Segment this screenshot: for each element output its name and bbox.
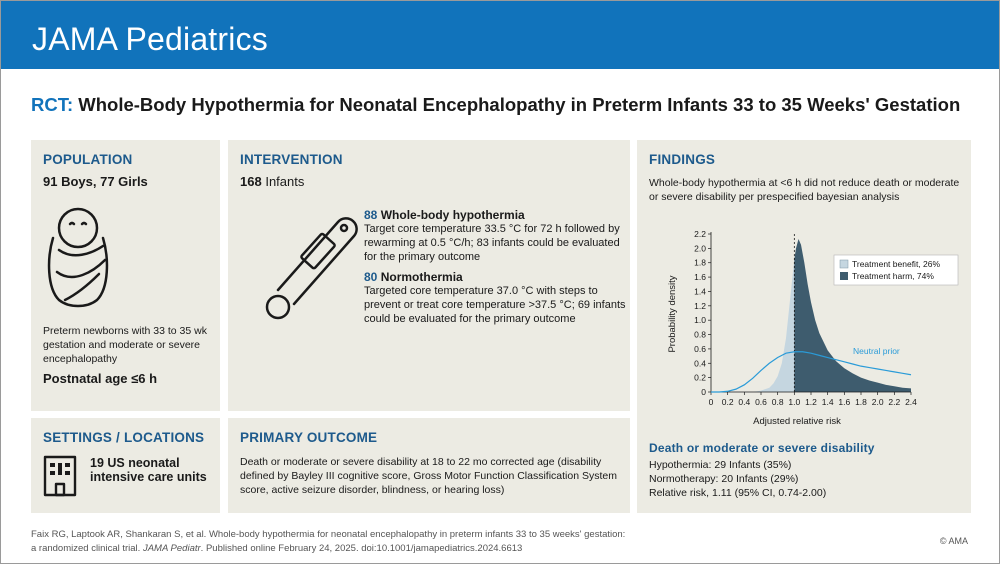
legend-benefit-label: Treatment benefit, 26% — [852, 259, 940, 269]
posterior-distribution-chart: 0 0.2 0.4 0.6 0.8 1.0 1.2 1.4 1.6 1.8 2.0 2.2 0 0.2 0.… — [667, 229, 959, 427]
y-tick-label: 0.2 — [694, 373, 706, 383]
y-tick-label: 1.6 — [694, 272, 706, 282]
legend-swatch-harm — [840, 272, 848, 280]
x-tick-label: 0.4 — [738, 397, 750, 407]
y-axis-label: Probability density — [667, 275, 678, 352]
y-tick-label: 0.6 — [694, 344, 706, 354]
arm-normothermia-desc: Targeted core temperature 37.0 °C with s… — [364, 285, 626, 325]
y-tick-label: 1.4 — [694, 286, 706, 296]
y-tick-label: 2.2 — [694, 229, 706, 239]
arm-normothermia-title: 80 Normothermia — [364, 270, 626, 284]
primary-outcome-heading: PRIMARY OUTCOME — [240, 430, 378, 445]
findings-panel: FINDINGS Whole-body hypothermia at <6 h … — [637, 140, 971, 513]
x-axis-label: Adjusted relative risk — [753, 416, 841, 427]
title-prefix: RCT: — [31, 94, 74, 115]
journal-name: JAMA Pediatrics — [32, 21, 268, 57]
intervention-heading: INTERVENTION — [240, 152, 343, 167]
chart-legend: Treatment benefit, 26% Treatment harm, 7… — [833, 254, 959, 286]
x-tick-label: 0.2 — [722, 397, 734, 407]
findings-result-hypothermia: Hypothermia: 29 Infants (35%) — [649, 459, 792, 471]
citation-line-2-post: . Published online February 24, 2025. do… — [200, 543, 523, 554]
settings-text: 19 US neonatal intensive care units — [90, 456, 207, 484]
x-tick-label: 2.4 — [905, 397, 917, 407]
page-title: RCT: Whole-Body Hypothermia for Neonatal… — [31, 94, 960, 116]
primary-outcome-panel: PRIMARY OUTCOME Death or moderate or sev… — [228, 418, 630, 513]
y-tick-label: 0 — [701, 387, 706, 397]
y-tick-label: 1.2 — [694, 301, 706, 311]
findings-result-relative-risk: Relative risk, 1.11 (95% CI, 0.74-2.00) — [649, 487, 827, 499]
prior-curve — [711, 351, 912, 393]
x-tick-label: 0.8 — [772, 397, 784, 407]
legend-swatch-benefit — [839, 259, 849, 269]
citation: Faix RG, Laptook AR, Shankaran S, et al.… — [31, 528, 625, 556]
y-tick-label: 0.4 — [694, 358, 706, 368]
population-age: Postnatal age ≤6 h — [43, 371, 158, 386]
population-counts: 91 Boys, 77 Girls — [43, 174, 148, 189]
x-tick-label: 0 — [709, 397, 714, 407]
citation-line-2-pre: a randomized clinical trial. — [31, 543, 141, 554]
intervention-total-num: 168 — [240, 174, 262, 189]
findings-outcome-heading: Death or moderate or severe disability — [649, 441, 875, 455]
settings-panel: SETTINGS / LOCATIONS 19 US neonatal inte… — [31, 418, 220, 513]
legend-harm-label: Treatment harm, 74% — [852, 271, 934, 281]
arm-hypothermia-num: 88 — [364, 208, 378, 222]
population-heading: POPULATION — [43, 152, 133, 167]
settings-heading: SETTINGS / LOCATIONS — [43, 430, 205, 445]
population-description: Preterm newborns with 33 to 35 wk gestat… — [43, 325, 207, 365]
prior-label: Neutral prior — [853, 346, 900, 356]
primary-outcome-text: Death or moderate or severe disability a… — [240, 456, 617, 496]
intervention-total: 168 Infants — [240, 174, 304, 189]
arm-normothermia-num: 80 — [364, 270, 378, 284]
intervention-arms: 88 Whole-body hypothermia Target core te… — [364, 208, 626, 326]
y-tick-label: 1.8 — [694, 258, 706, 268]
population-panel: POPULATION 91 Boys, 77 Girls Preterm new… — [31, 140, 220, 411]
swaddled-infant-icon — [47, 207, 109, 308]
findings-summary: Whole-body hypothermia at <6 h did not r… — [649, 177, 960, 203]
x-tick-label: 2.0 — [872, 397, 884, 407]
arm-normothermia-name: Normothermia — [380, 270, 463, 284]
findings-heading: FINDINGS — [649, 152, 716, 167]
thermometer-icon — [265, 217, 358, 320]
x-tick-label: 0.6 — [755, 397, 767, 407]
x-tick-label: 1.6 — [838, 397, 850, 407]
citation-line-2: a randomized clinical trial. JAMA Pediat… — [31, 542, 625, 556]
arm-hypothermia-desc: Target core temperature 33.5 °C for 72 h… — [364, 223, 620, 263]
title-text: Whole-Body Hypothermia for Neonatal Ence… — [78, 94, 961, 115]
x-tick-label: 1.0 — [788, 397, 800, 407]
arm-hypothermia-title: 88 Whole-body hypothermia — [364, 208, 626, 222]
x-tick-label: 1.8 — [855, 397, 867, 407]
x-tick-label: 2.2 — [888, 397, 900, 407]
hospital-building-icon — [43, 455, 77, 497]
benefit-area — [752, 259, 795, 392]
journal-banner: JAMA Pediatrics — [1, 1, 999, 69]
y-tick-label: 2.0 — [694, 243, 706, 253]
intervention-panel: INTERVENTION 168 Infants 88 Whole-body h… — [228, 140, 630, 411]
findings-result-normothermia: Normotherapy: 20 Infants (29%) — [649, 473, 799, 485]
y-tick-label: 1.0 — [694, 315, 706, 325]
citation-journal: JAMA Pediatr — [142, 543, 201, 554]
citation-line-1: Faix RG, Laptook AR, Shankaran S, et al.… — [31, 529, 626, 540]
arm-hypothermia-name: Whole-body hypothermia — [380, 208, 525, 222]
y-tick-label: 0.8 — [694, 330, 706, 340]
x-tick-label: 1.2 — [805, 397, 817, 407]
intervention-total-label: Infants — [265, 174, 305, 189]
copyright: © AMA — [939, 536, 968, 546]
x-tick-label: 1.4 — [822, 397, 834, 407]
harm-area — [794, 239, 911, 392]
